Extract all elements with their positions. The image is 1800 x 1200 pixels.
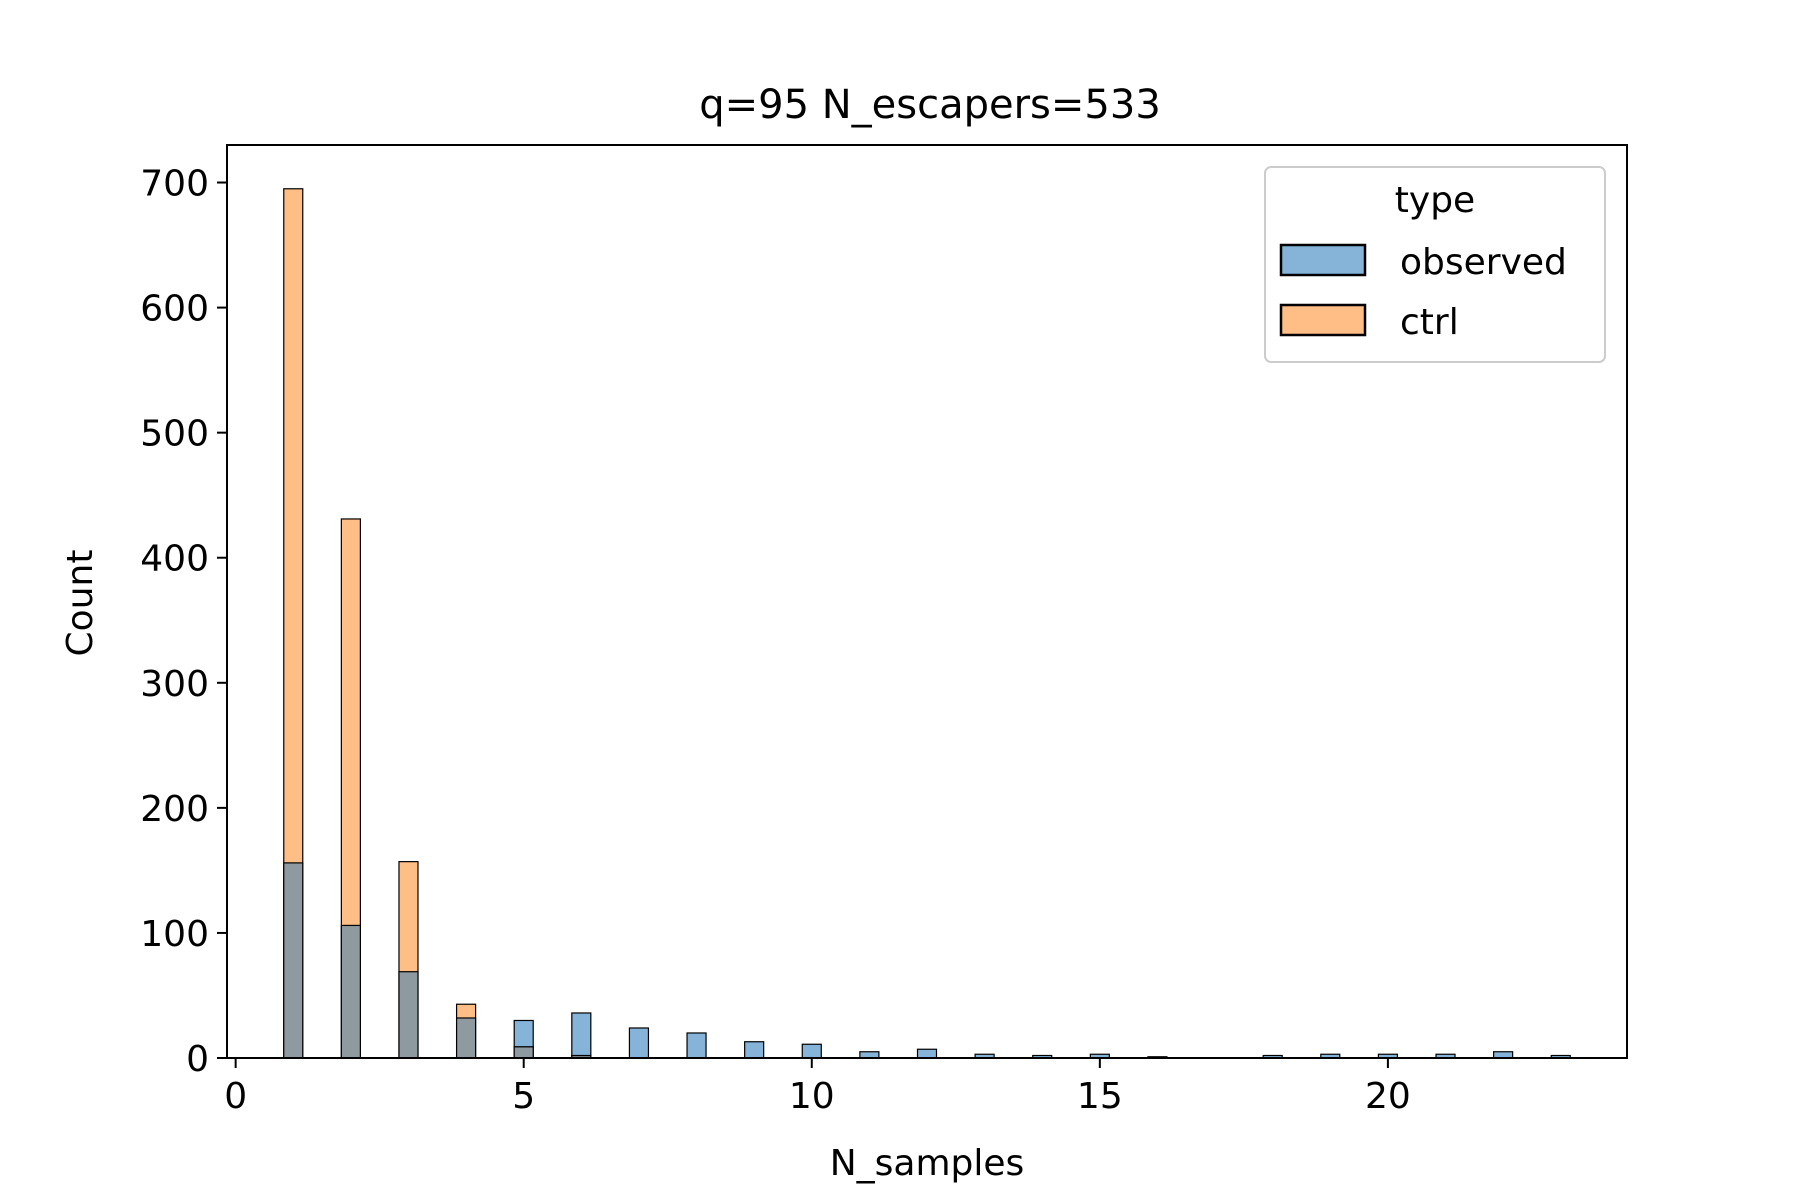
y-tick-label-100: 100 [140, 914, 209, 955]
x-tick-label-20: 20 [1365, 1076, 1411, 1117]
bars-layer [283, 188, 1571, 1059]
legend: type observed ctrl [1264, 166, 1606, 363]
legend-label-ctrl: ctrl [1400, 302, 1459, 343]
x-tick-label-10: 10 [789, 1076, 835, 1117]
bar-overlap-1 [283, 862, 304, 1059]
legend-swatch-ctrl [1279, 303, 1367, 337]
bar-observed-7 [628, 1027, 650, 1059]
bar-observed-10 [801, 1043, 822, 1059]
plot-frame [226, 144, 1628, 1059]
bar-observed-8 [686, 1032, 707, 1059]
bar-observed-6 [571, 1012, 592, 1057]
bar-observed-5 [513, 1019, 534, 1048]
y-tick-label-0: 0 [186, 1039, 209, 1080]
legend-title: type [1395, 180, 1475, 221]
y-tick-label-200: 200 [140, 789, 209, 830]
legend-label-observed: observed [1400, 242, 1567, 283]
y-tick-label-500: 500 [140, 414, 209, 455]
y-axis-label: Count [60, 550, 101, 657]
bar-overlap-5 [513, 1046, 534, 1059]
x-tick-label-15: 15 [1077, 1076, 1123, 1117]
bar-overlap-4 [455, 1017, 477, 1059]
y-tick-label-300: 300 [140, 664, 209, 705]
bar-overlap-3 [398, 971, 419, 1059]
y-tick-label-600: 600 [140, 289, 209, 330]
bar-observed-12 [916, 1048, 938, 1059]
bar-observed-9 [744, 1041, 765, 1059]
x-axis-label: N_samples [830, 1143, 1025, 1184]
chart-title: q=95 N_escapers=533 [699, 82, 1161, 128]
legend-swatch-observed [1279, 243, 1367, 277]
y-tick-label-400: 400 [140, 539, 209, 580]
x-tick-label-5: 5 [512, 1076, 535, 1117]
bar-overlap-2 [340, 924, 361, 1059]
y-tick-label-700: 700 [140, 164, 209, 205]
x-tick-label-0: 0 [224, 1076, 247, 1117]
